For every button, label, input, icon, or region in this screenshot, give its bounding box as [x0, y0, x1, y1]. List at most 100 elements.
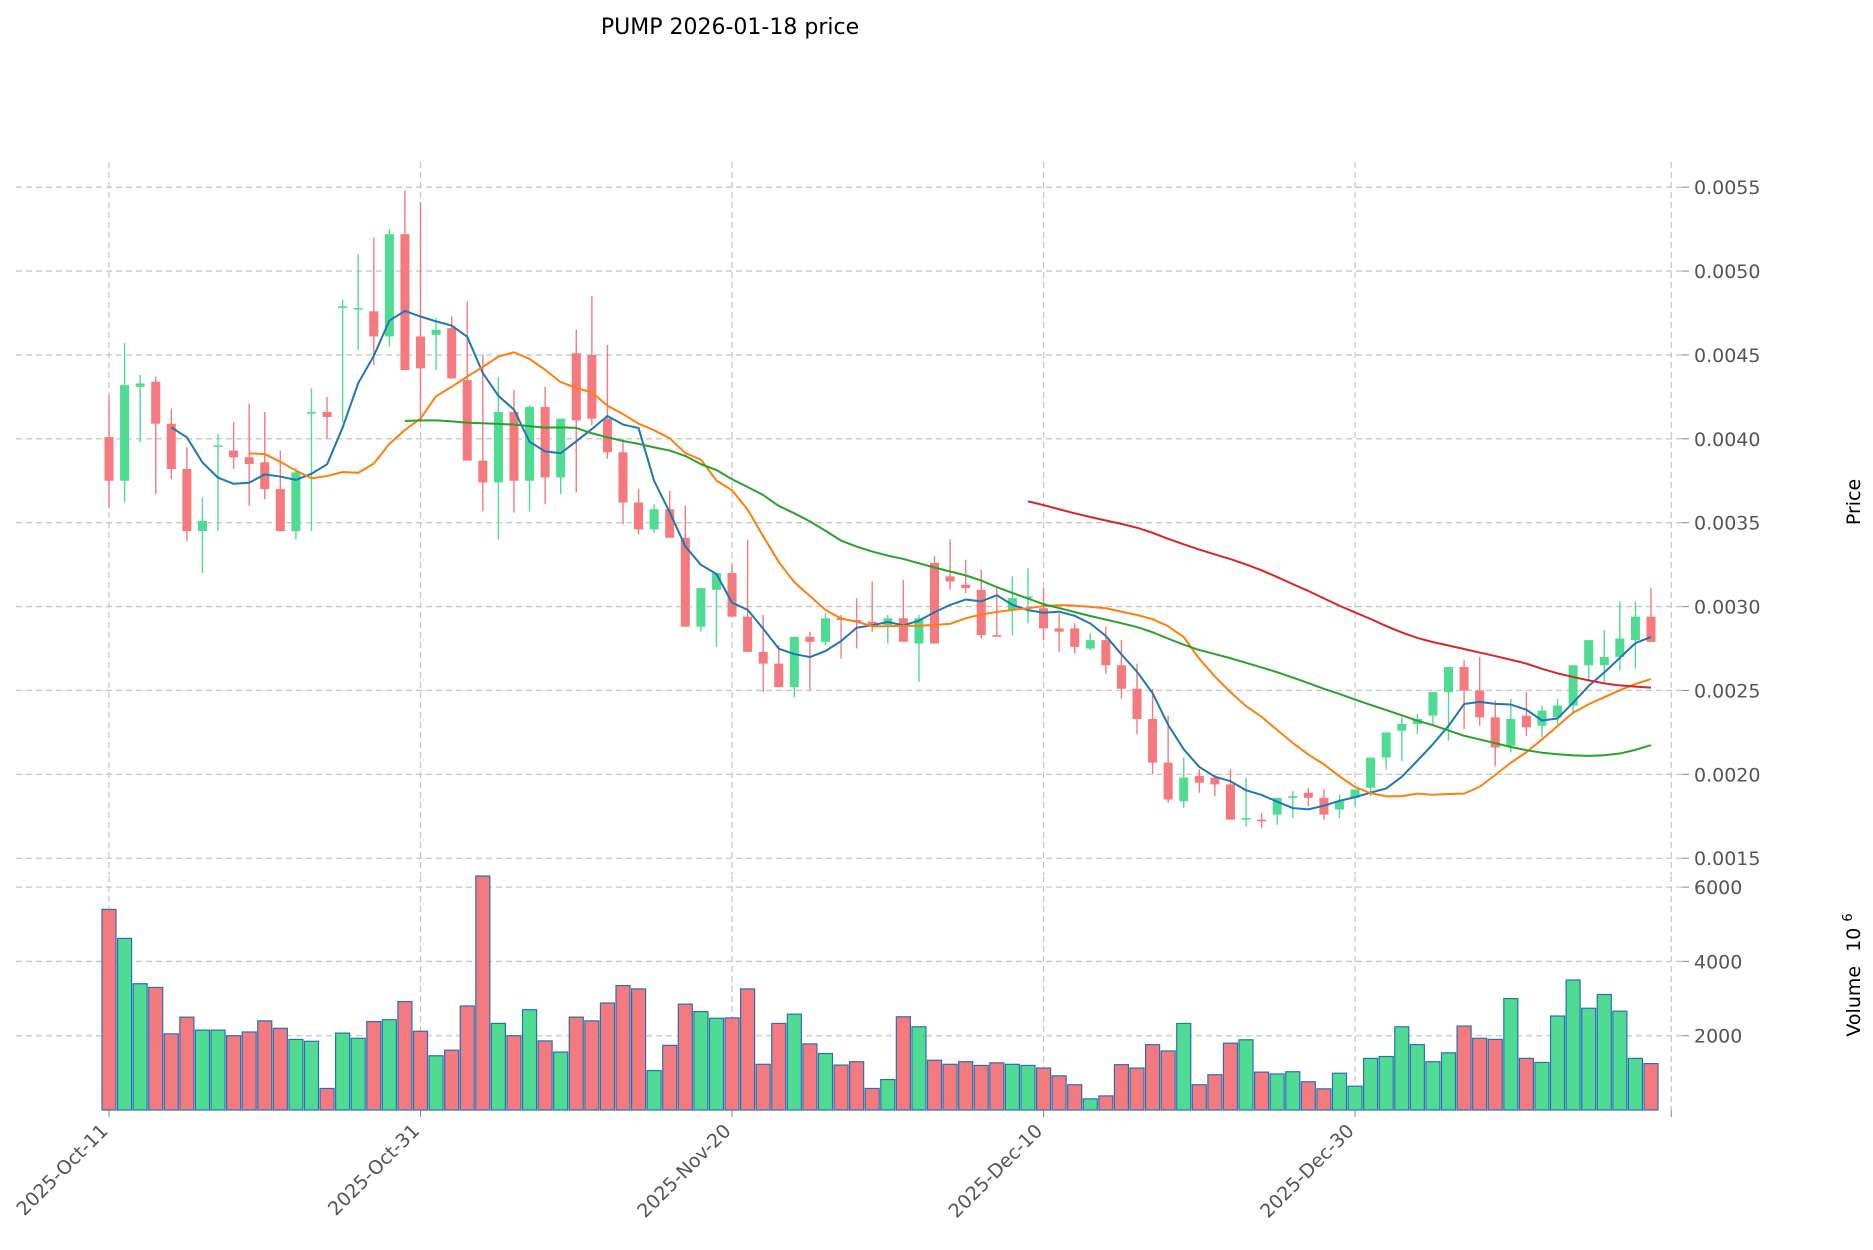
- candle-body: [322, 411, 332, 418]
- candle-body: [525, 406, 535, 481]
- candle-body: [369, 311, 379, 337]
- volume-bar: [1238, 1039, 1254, 1111]
- volume-bar: [194, 1029, 211, 1111]
- volume-bar: [1253, 1071, 1270, 1111]
- volume-bar: [350, 1037, 366, 1111]
- candle-body: [1085, 640, 1095, 649]
- volume-bar: [319, 1087, 335, 1111]
- candle-body: [1630, 616, 1640, 641]
- candle-body: [743, 616, 753, 652]
- volume-bar: [1612, 1010, 1628, 1111]
- price-tick-label: 0.0015: [1694, 848, 1760, 870]
- volume-bar: [864, 1087, 880, 1111]
- candle-body: [1599, 656, 1609, 666]
- candle-body: [104, 437, 114, 481]
- candle-body: [789, 636, 799, 688]
- volume-bar: [926, 1059, 943, 1111]
- volume-bar: [1596, 993, 1612, 1111]
- volume-bar: [1409, 1044, 1425, 1111]
- volume-bar: [381, 1019, 397, 1111]
- volume-bar: [490, 1022, 507, 1111]
- volume-bar: [475, 875, 491, 1111]
- volume-bar: [1425, 1061, 1441, 1111]
- candle-body: [914, 618, 924, 644]
- volume-bar: [786, 1013, 802, 1111]
- candle-body: [509, 411, 519, 481]
- candlesticks: [104, 190, 1656, 829]
- date-tick-label: 2025-Dec-10: [945, 1120, 1048, 1223]
- candle-body: [1116, 665, 1126, 689]
- candle-body: [1334, 801, 1345, 810]
- candle-body: [634, 502, 644, 530]
- candle-body: [1039, 608, 1049, 629]
- candle-body: [1023, 596, 1033, 599]
- volume-bar: [1347, 1085, 1363, 1111]
- volume-bar: [428, 1055, 444, 1111]
- ma5-line: [170, 309, 1652, 811]
- candle-body: [1132, 688, 1142, 719]
- candle-body: [338, 306, 348, 308]
- volume-bar: [272, 1027, 288, 1111]
- candle-body: [135, 383, 145, 387]
- candle-body: [696, 588, 706, 627]
- volume-bar: [225, 1035, 242, 1111]
- moving-average-lines: [170, 309, 1652, 811]
- volume-axis-exponent: 6: [1841, 913, 1856, 921]
- volume-bar: [677, 1003, 693, 1111]
- volume-bar: [1285, 1071, 1301, 1111]
- volume-bar: [1518, 1057, 1535, 1111]
- volume-bar: [1129, 1067, 1145, 1111]
- volume-bar: [911, 1026, 927, 1111]
- volume-bar: [1581, 1007, 1597, 1111]
- candle-body: [1054, 628, 1064, 632]
- ma20-line: [404, 419, 1652, 757]
- price-tick-label: 0.0050: [1694, 261, 1760, 283]
- candle-body: [306, 411, 317, 414]
- candle-body: [1288, 796, 1298, 798]
- candle-body: [680, 537, 690, 627]
- candle-body: [353, 307, 363, 310]
- candle-body: [478, 460, 488, 483]
- volume-bar: [1503, 997, 1519, 1111]
- candle-body: [1241, 817, 1251, 820]
- ma10-line: [249, 351, 1652, 798]
- candle-body: [166, 423, 176, 470]
- volume-bar: [1004, 1063, 1021, 1111]
- volume-bar: [615, 984, 631, 1111]
- candle-body: [665, 509, 675, 538]
- volume-bar: [288, 1038, 304, 1111]
- candle-body: [1148, 718, 1158, 763]
- volume-bar: [771, 1022, 787, 1111]
- candle-body: [602, 418, 612, 453]
- candle-body: [1257, 819, 1267, 822]
- volume-bar: [521, 1009, 538, 1111]
- volume-bar: [833, 1064, 849, 1111]
- volume-bar: [1565, 979, 1581, 1111]
- candle-body: [1303, 792, 1313, 798]
- candle-body: [120, 385, 130, 481]
- candle-body: [244, 457, 254, 464]
- candle-body: [1194, 776, 1204, 783]
- volume-tick-label: 2000: [1694, 1026, 1742, 1048]
- candle-body: [1350, 789, 1360, 798]
- candle-body: [462, 380, 472, 461]
- date-tick-label: 2025-Dec-30: [1256, 1120, 1359, 1223]
- candle-body: [618, 452, 628, 503]
- volume-bar: [506, 1035, 522, 1111]
- volume-axis-label-group: Volume 10 6: [1841, 913, 1865, 1036]
- candle-body: [1163, 762, 1173, 800]
- candle-body: [275, 489, 285, 532]
- volume-bar: [1378, 1055, 1394, 1111]
- candle-body: [1537, 710, 1547, 726]
- candle-body: [867, 621, 877, 626]
- date-tick-label: 2025-Nov-20: [633, 1120, 735, 1222]
- volume-bar: [257, 1020, 273, 1111]
- candle-body: [1553, 705, 1563, 718]
- candle-body: [1397, 724, 1407, 731]
- volume-bar: [1363, 1057, 1379, 1111]
- candle-body: [260, 462, 270, 490]
- volume-bar: [132, 983, 148, 1111]
- volume-bar: [989, 1062, 1005, 1111]
